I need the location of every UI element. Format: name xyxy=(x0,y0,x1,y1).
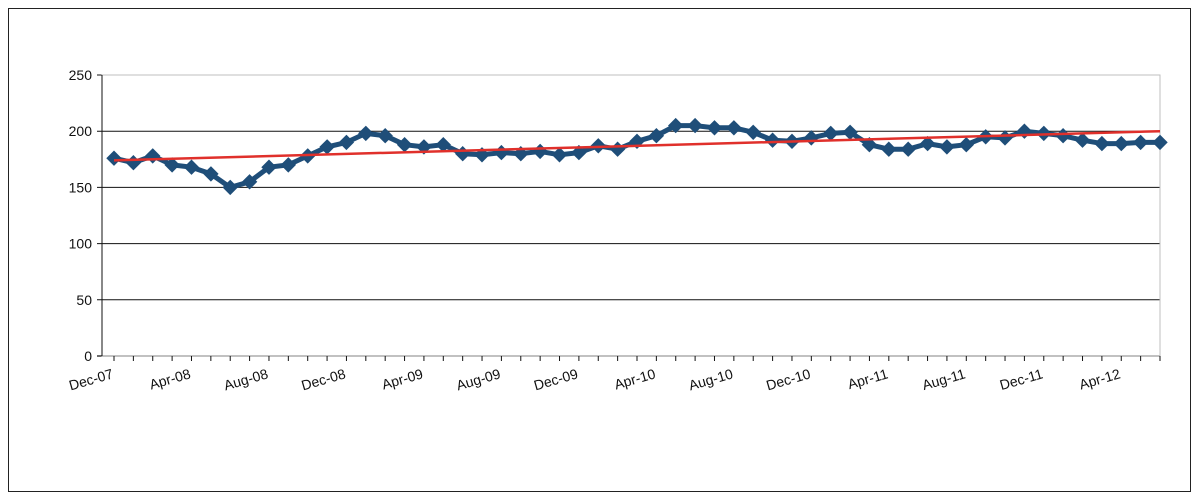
data-point-marker xyxy=(764,132,781,148)
y-tick-label: 0 xyxy=(84,348,92,364)
data-point-marker xyxy=(358,125,374,142)
data-point-marker xyxy=(648,127,665,144)
data-point-marker xyxy=(377,127,393,144)
data-point-marker xyxy=(939,139,955,155)
data-point-marker xyxy=(881,141,897,157)
x-tick-label: Dec-09 xyxy=(532,365,580,393)
data-point-marker xyxy=(551,147,568,163)
data-point-marker xyxy=(1094,135,1110,152)
axes xyxy=(101,74,1161,361)
data-point-marker xyxy=(261,159,277,175)
x-tick-label: Aug-10 xyxy=(687,365,735,393)
x-tick-label: Apr-11 xyxy=(846,365,890,392)
data-point-marker xyxy=(706,120,723,136)
y-tick-label: 150 xyxy=(69,179,93,195)
data-point-marker xyxy=(338,134,355,151)
data-point-marker xyxy=(609,141,626,157)
data-point-marker xyxy=(745,124,761,141)
y-tick-label: 100 xyxy=(69,236,93,252)
data-point-marker xyxy=(1132,134,1149,151)
data-point-marker xyxy=(125,154,142,171)
trend-line xyxy=(113,129,1161,162)
data-point-marker xyxy=(164,157,180,173)
x-tick-label: Apr-10 xyxy=(612,365,657,392)
plot-area-border xyxy=(101,74,1161,357)
data-point-marker xyxy=(571,144,587,161)
grid-lines xyxy=(97,74,1160,357)
x-tick-label: Dec-10 xyxy=(764,365,812,393)
x-tick-label: Apr-12 xyxy=(1077,365,1122,392)
data-point-marker xyxy=(687,117,703,134)
x-tick-label: Aug-08 xyxy=(222,365,270,393)
x-tick-label: Apr-09 xyxy=(380,365,425,392)
x-tick-label: Dec-08 xyxy=(299,365,347,393)
y-tick-labels: 0 50 100 150 200 250 xyxy=(69,67,93,364)
x-tick-label: Aug-11 xyxy=(920,365,967,393)
data-point-marker xyxy=(822,125,839,142)
data-point-marker xyxy=(532,143,548,160)
data-point-marker xyxy=(958,136,975,153)
data-point-marker xyxy=(1074,132,1091,148)
data-point-marker xyxy=(861,136,878,153)
x-tick-label: Dec-11 xyxy=(998,365,1045,393)
data-point-marker xyxy=(919,135,936,152)
data-point-marker xyxy=(726,120,742,136)
data-point-marker xyxy=(106,150,122,166)
y-tick-label: 50 xyxy=(76,292,92,308)
data-point-marker xyxy=(667,117,684,134)
data-point-marker xyxy=(222,179,238,196)
x-tick-label: Apr-08 xyxy=(147,365,192,392)
data-point-marker xyxy=(203,166,219,182)
data-point-marker xyxy=(241,174,258,190)
data-point-marker xyxy=(280,157,297,173)
x-tick-label: Dec-07 xyxy=(67,365,115,393)
chart-frame xyxy=(8,8,1191,492)
trend-line-segment xyxy=(113,129,1161,162)
x-tick-labels: Dec-07 Apr-08 Aug-08 Dec-08 Apr-09 Aug-09 Dec-… xyxy=(67,365,1122,393)
y-tick-label: 200 xyxy=(69,123,93,139)
data-point-marker xyxy=(1152,134,1168,151)
y-tick-label: 250 xyxy=(69,67,93,83)
data-point-marker xyxy=(493,144,510,161)
data-point-marker xyxy=(997,130,1013,146)
x-tick-label: Aug-09 xyxy=(454,365,502,393)
data-point-marker xyxy=(183,159,200,175)
data-point-marker xyxy=(900,141,916,157)
data-point-marker xyxy=(1113,135,1130,152)
data-point-marker xyxy=(416,139,432,155)
data-point-marker xyxy=(803,130,820,146)
